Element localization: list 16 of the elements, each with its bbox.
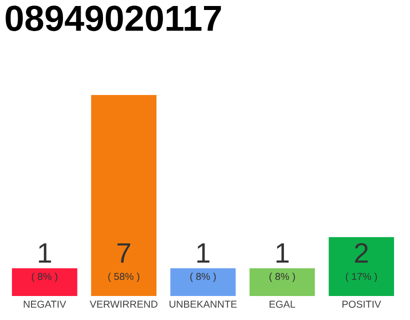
x-tick-label: NEGATIV: [24, 300, 66, 308]
data-label: ( 8% ): [190, 272, 216, 282]
annotation: 1: [197, 243, 210, 263]
annotation: 7: [117, 243, 130, 263]
chart-title: 08949020117: [6, 6, 221, 32]
x-tick-label: VERWIRREND: [90, 300, 158, 308]
x-tick-label: EGAL: [270, 300, 296, 308]
data-label: ( 8% ): [32, 272, 58, 282]
x-tick-label: POSITIV: [342, 300, 382, 308]
annotation: 1: [276, 243, 289, 263]
annotation: 1: [38, 243, 52, 263]
data-label: ( 58% ): [108, 272, 140, 282]
data-label: ( 8% ): [269, 272, 295, 282]
annotation: 2: [355, 243, 368, 263]
data-label: ( 17% ): [346, 272, 377, 282]
x-tick-label: UNBEKANNTE: [170, 300, 237, 308]
